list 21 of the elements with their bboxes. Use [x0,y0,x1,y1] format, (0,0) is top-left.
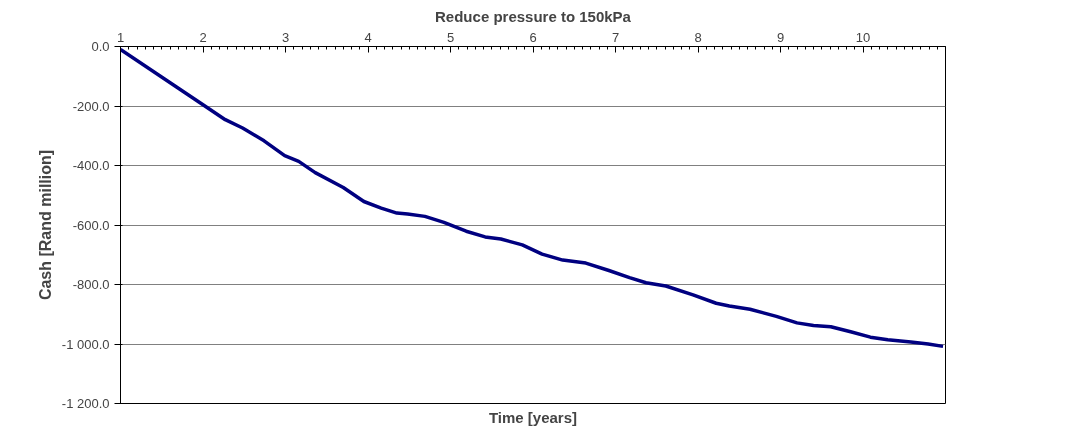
x-tick-label: 9 [776,29,785,45]
x-tick-label: 5 [446,29,455,45]
x-tick-label: 3 [281,29,290,45]
x-tick-label: 2 [199,29,207,45]
chart-title: Reduce pressure to 150kPa [435,7,632,25]
x-tick-label: 7 [611,29,620,45]
y-tick-label: -200.0 [72,98,110,114]
x-tick-label: 10 [855,29,871,45]
x-tick-label: 4 [364,29,372,45]
x-tick-label: 6 [529,29,537,45]
x-tick-label: 8 [694,29,702,45]
y-tick-label: 0.0 [91,39,110,54]
x-tick-label: 1 [116,29,125,45]
line-series [120,47,945,349]
y-tick-label: -1 200.0 [61,396,110,411]
y-tick-label: -400.0 [72,158,110,173]
y-axis-title: Cash [Rand million] [36,149,54,301]
x-axis-title: Time [years] [488,408,578,426]
y-tick-label: -600.0 [72,217,110,233]
y-tick-label: -800.0 [72,277,110,292]
y-tick-label: -1 000.0 [61,336,110,352]
